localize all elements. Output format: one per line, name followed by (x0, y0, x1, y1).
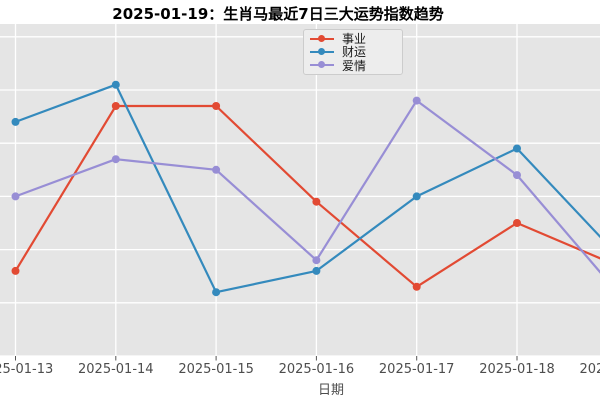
legend-item-love: 爱情 (308, 58, 398, 73)
x-tick-label: 2025-01-13 (0, 362, 54, 377)
x-tick-label: 2025-01-15 (178, 362, 254, 377)
x-tick-label: 2025-01-17 (378, 362, 455, 377)
plot-area (0, 24, 600, 356)
x-tick-label: 2025-01-18 (479, 362, 555, 377)
legend-label-career: 事业 (342, 32, 367, 47)
legend-line-marker-icon (310, 61, 334, 70)
x-axis-title: 日期 (317, 383, 345, 398)
legend-item-career: 事业 (308, 32, 398, 47)
legend-label-wealth: 财运 (342, 45, 367, 60)
legend-item-wealth: 财运 (308, 45, 398, 60)
legend: 事业 财运 爱情 (303, 29, 403, 75)
x-axis-tick-labels: 2025-01-13 2025-01-14 2025-01-15 2025-01-16… (0, 362, 600, 379)
chart-title: 2025-01-19：生肖马最近7日三大运势指数趋势 (112, 5, 444, 23)
x-tick-label: 2025-01-16 (278, 362, 355, 377)
x-tick-label: 2025-01-19 (579, 362, 600, 377)
legend-line-marker-icon (310, 47, 334, 56)
legend-label-love: 爱情 (342, 58, 367, 73)
x-tick-label: 2025-01-14 (78, 362, 154, 377)
legend-line-marker-icon (310, 34, 334, 43)
